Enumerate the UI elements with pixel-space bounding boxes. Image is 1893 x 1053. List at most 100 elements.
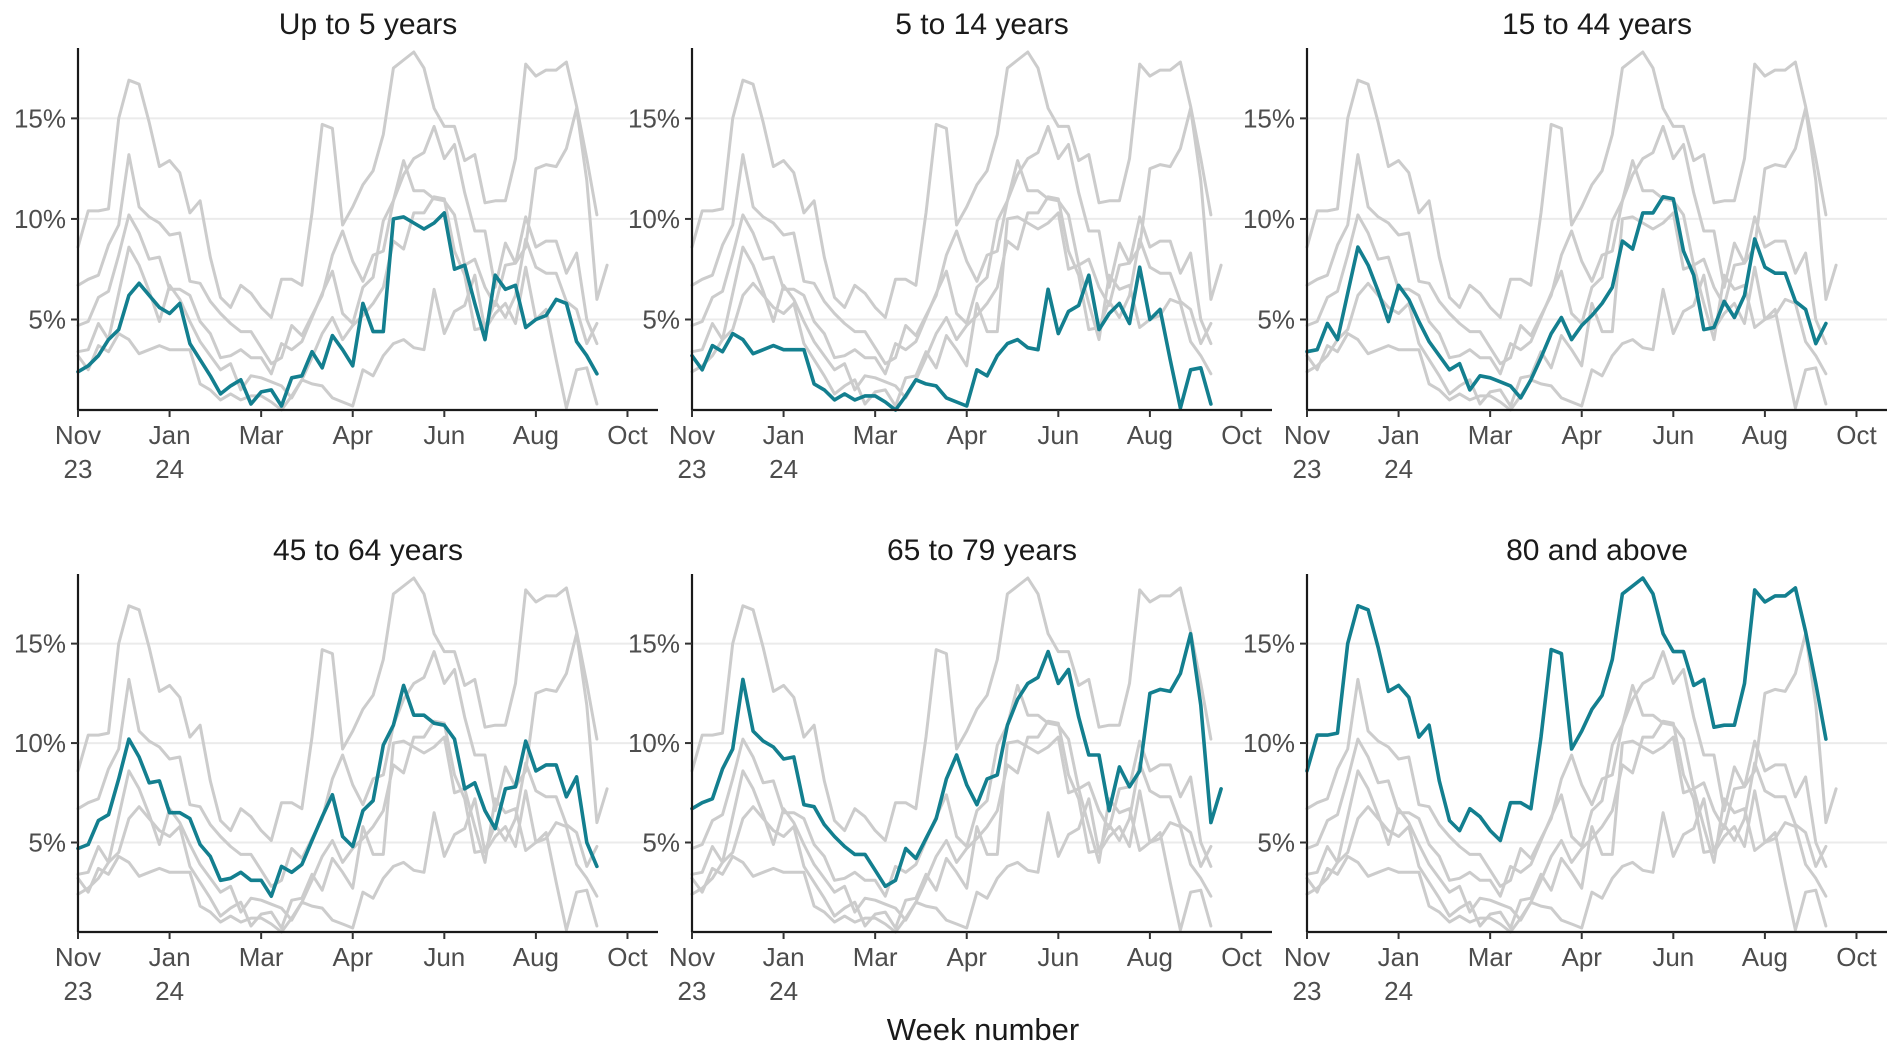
x-tick-label: Apr [947, 942, 988, 972]
x-tick-label: Jun [1037, 942, 1079, 972]
x-tick-label: Jun [1037, 420, 1079, 450]
background-series-line [690, 50, 1213, 319]
panel-title: 65 to 79 years [887, 534, 1077, 567]
x-tick-label: Jan 24 [149, 420, 191, 484]
background-series-line [690, 719, 1213, 922]
panel-title: 15 to 44 years [1502, 8, 1692, 41]
highlight-series-line [1305, 195, 1828, 400]
panel-0: 5% 10% 15% Nov 23 Jan 24 Mar Apr Jun Aug Oct Up to 5… [14, 8, 658, 484]
background-series-line [1305, 735, 1828, 930]
x-tick-label: Jan 24 [1378, 420, 1420, 484]
highlight-series-line [1305, 576, 1828, 843]
background-series-line [690, 789, 1213, 934]
background-series-line [1305, 719, 1828, 922]
x-tick-label: Aug [1127, 420, 1173, 450]
x-tick-label: Aug [513, 942, 559, 972]
background-series-line [690, 735, 1213, 930]
y-tick-label: 5% [1257, 304, 1295, 334]
panel-3: 5% 10% 15% Nov 23 Jan 24 Mar Apr Jun Aug Oct 45 to 6… [14, 534, 658, 1006]
background-series-line [690, 211, 1213, 408]
x-tick-label: Aug [1742, 942, 1788, 972]
background-series-line [76, 735, 599, 930]
x-tick-label: Oct [607, 420, 648, 450]
y-tick-label: 15% [14, 103, 66, 133]
highlight-series-line [76, 211, 599, 408]
y-tick-label: 5% [642, 304, 680, 334]
x-tick-label: Aug [1742, 420, 1788, 450]
x-tick-label: Nov 23 [1284, 420, 1330, 484]
panel-1: 5% 10% 15% Nov 23 Jan 24 Mar Apr Jun Aug Oct 5 to 14… [628, 8, 1272, 484]
x-tick-label: Apr [1562, 942, 1603, 972]
y-tick-label: 10% [628, 728, 680, 758]
x-tick-label: Oct [1836, 420, 1877, 450]
x-tick-label: Nov 23 [55, 420, 101, 484]
y-tick-label: 5% [28, 304, 66, 334]
y-tick-label: 15% [628, 103, 680, 133]
background-series-line [690, 576, 1213, 842]
x-tick-label: Jun [423, 420, 465, 450]
background-series-line [690, 195, 1213, 400]
background-series-line [76, 632, 609, 888]
y-tick-label: 15% [628, 629, 680, 659]
x-tick-label: Mar [239, 420, 284, 450]
panel-2: 5% 10% 15% Nov 23 Jan 24 Mar Apr Jun Aug Oct 15 to 4… [1243, 8, 1887, 484]
x-tick-label: Mar [1468, 420, 1513, 450]
x-axis-title: Week number [887, 1012, 1079, 1047]
background-series-line [1305, 50, 1828, 319]
x-tick-label: Mar [239, 942, 284, 972]
panel-title: 80 and above [1506, 534, 1688, 567]
y-tick-label: 10% [1243, 204, 1295, 234]
x-tick-label: Mar [1468, 942, 1513, 972]
panel-5: 5% 10% 15% Nov 23 Jan 24 Mar Apr Jun Aug Oct 80 and … [1243, 534, 1887, 1006]
background-series-line [76, 106, 609, 366]
y-tick-label: 5% [1257, 828, 1295, 858]
x-tick-label: Nov 23 [55, 942, 101, 1006]
y-tick-label: 10% [14, 204, 66, 234]
x-tick-label: Aug [1127, 942, 1173, 972]
x-tick-label: Apr [1562, 420, 1603, 450]
x-tick-label: Oct [1836, 942, 1877, 972]
x-tick-label: Jan 24 [763, 420, 805, 484]
x-tick-label: Jun [1652, 420, 1694, 450]
background-series-line [690, 159, 1213, 376]
background-series-line [1305, 265, 1828, 412]
background-series-line [76, 195, 599, 400]
panel-title: 45 to 64 years [273, 534, 463, 567]
y-tick-label: 15% [1243, 103, 1295, 133]
x-tick-label: Apr [333, 420, 374, 450]
x-tick-label: Oct [607, 942, 648, 972]
background-series-line [76, 159, 599, 376]
y-tick-label: 10% [1243, 728, 1295, 758]
background-series-line [1305, 683, 1828, 898]
x-tick-label: Jan 24 [763, 942, 805, 1006]
x-tick-label: Mar [853, 942, 898, 972]
x-tick-label: Jan 24 [149, 942, 191, 1006]
x-tick-label: Jan 24 [1378, 942, 1420, 1006]
y-tick-label: 5% [28, 828, 66, 858]
background-series-line [76, 50, 599, 319]
background-series-line [690, 683, 1213, 898]
background-series-line [76, 789, 599, 934]
background-series-line [1305, 789, 1828, 934]
y-tick-label: 10% [14, 728, 66, 758]
background-series-line [1305, 632, 1838, 888]
x-tick-label: Jun [1652, 942, 1694, 972]
background-series-line [76, 719, 599, 922]
y-tick-label: 15% [1243, 629, 1295, 659]
background-series-line [1305, 211, 1828, 408]
x-tick-label: Nov 23 [1284, 942, 1330, 1006]
panel-4: 5% 10% 15% Nov 23 Jan 24 Mar Apr Jun Aug Oct 65 to 7… [628, 534, 1272, 1006]
background-series-line [76, 576, 599, 842]
y-tick-label: 15% [14, 629, 66, 659]
y-tick-label: 10% [628, 204, 680, 234]
x-tick-label: Apr [947, 420, 988, 450]
x-tick-label: Aug [513, 420, 559, 450]
x-tick-label: Nov 23 [669, 420, 715, 484]
background-series-line [690, 106, 1223, 366]
panel-title: Up to 5 years [279, 8, 457, 41]
x-tick-label: Mar [853, 420, 898, 450]
background-series-line [1305, 159, 1828, 376]
background-series-line [1305, 106, 1838, 366]
highlight-series-line [76, 683, 599, 898]
